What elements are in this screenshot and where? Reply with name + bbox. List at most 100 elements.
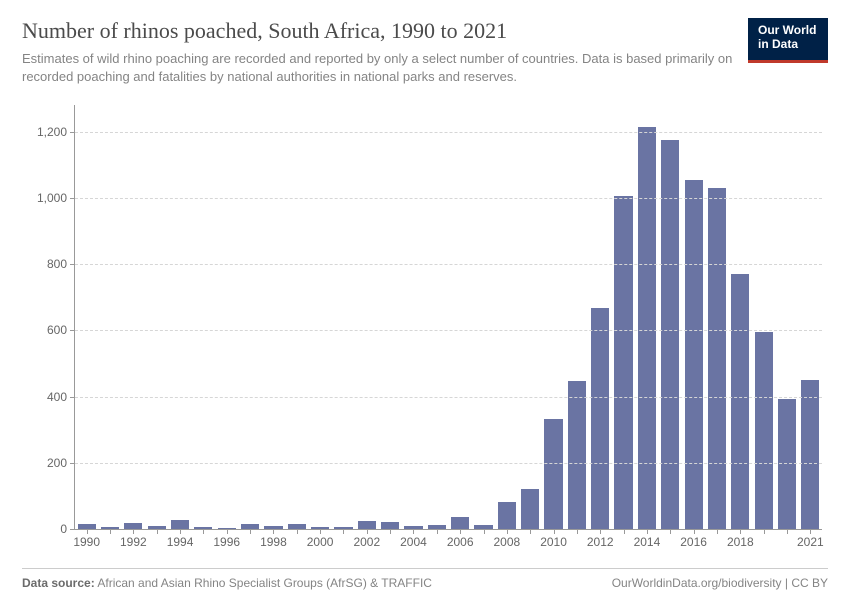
y-axis-label: 1,000 xyxy=(37,191,75,205)
x-axis-label: 2016 xyxy=(680,529,707,549)
y-axis-label: 400 xyxy=(47,390,75,404)
bar xyxy=(521,489,539,529)
x-tick xyxy=(157,529,158,534)
bar xyxy=(614,196,632,529)
bar-slot xyxy=(472,105,495,529)
bar-slot: 1990 xyxy=(75,105,98,529)
bar xyxy=(685,180,703,529)
bar-slot xyxy=(285,105,308,529)
grid-line xyxy=(75,330,822,331)
bar xyxy=(731,274,749,529)
y-axis-label: 1,200 xyxy=(37,125,75,139)
bar-slot xyxy=(98,105,121,529)
bar-slot xyxy=(192,105,215,529)
source-label: Data source: xyxy=(22,576,95,590)
x-axis-label: 2006 xyxy=(447,529,474,549)
x-axis-label: 1994 xyxy=(167,529,194,549)
x-axis-label: 2000 xyxy=(307,529,334,549)
bar xyxy=(451,517,469,529)
bar-slot: 2006 xyxy=(449,105,472,529)
x-axis-label: 2004 xyxy=(400,529,427,549)
x-tick xyxy=(110,529,111,534)
bar xyxy=(171,520,189,529)
x-tick xyxy=(203,529,204,534)
bar-slot: 2004 xyxy=(402,105,425,529)
x-axis-label: 2018 xyxy=(727,529,754,549)
bar xyxy=(568,381,586,529)
x-tick xyxy=(624,529,625,534)
bar-slot xyxy=(775,105,798,529)
x-axis-label: 2010 xyxy=(540,529,567,549)
x-tick xyxy=(250,529,251,534)
bar-slot xyxy=(565,105,588,529)
x-axis-label: 2014 xyxy=(634,529,661,549)
bar-slot xyxy=(378,105,401,529)
bar xyxy=(591,308,609,529)
chart-subtitle: Estimates of wild rhino poaching are rec… xyxy=(22,50,738,85)
x-tick xyxy=(297,529,298,534)
x-tick xyxy=(343,529,344,534)
x-axis-label: 2002 xyxy=(353,529,380,549)
bar xyxy=(638,127,656,529)
bar-slot: 1998 xyxy=(262,105,285,529)
logo-line2: in Data xyxy=(758,38,818,52)
bar xyxy=(755,332,773,529)
bar-slot: 1992 xyxy=(122,105,145,529)
logo-line1: Our World xyxy=(758,24,818,38)
bar-container: 1990199219941996199820002002200420062008… xyxy=(75,105,822,529)
chart-area: 1990 1992 1994 1996 1998 2000 2002 2004 2006 2008… xyxy=(22,105,828,552)
bar-slot: 2014 xyxy=(635,105,658,529)
bar-slot: 2018 xyxy=(729,105,752,529)
bar-slot xyxy=(612,105,635,529)
x-tick xyxy=(530,529,531,534)
bar-slot: 2000 xyxy=(308,105,331,529)
footer: Data source: African and Asian Rhino Spe… xyxy=(22,568,828,590)
grid-line xyxy=(75,397,822,398)
bar-slot: 2021 xyxy=(799,105,822,529)
grid-line xyxy=(75,198,822,199)
bar-slot xyxy=(659,105,682,529)
x-axis-label: 2012 xyxy=(587,529,614,549)
chart-title: Number of rhinos poached, South Africa, … xyxy=(22,18,738,44)
bar xyxy=(358,521,376,529)
x-axis-label: 1998 xyxy=(260,529,287,549)
attribution: OurWorldinData.org/biodiversity | CC BY xyxy=(612,576,828,590)
x-axis-label: 1992 xyxy=(120,529,147,549)
plot-region: 1990199219941996199820002002200420062008… xyxy=(74,105,822,530)
x-axis-label: 1990 xyxy=(73,529,100,549)
x-tick xyxy=(670,529,671,534)
x-tick xyxy=(717,529,718,534)
grid-line xyxy=(75,264,822,265)
bar xyxy=(381,522,399,529)
bar xyxy=(498,502,516,529)
y-axis-label: 800 xyxy=(47,257,75,271)
bar-slot xyxy=(752,105,775,529)
bar-slot: 1994 xyxy=(168,105,191,529)
x-axis-label: 2021 xyxy=(797,529,824,549)
y-axis-label: 600 xyxy=(47,323,75,337)
bar-slot xyxy=(705,105,728,529)
x-tick xyxy=(787,529,788,534)
bar-slot: 1996 xyxy=(215,105,238,529)
bar-slot xyxy=(332,105,355,529)
grid-line xyxy=(75,463,822,464)
bar-slot xyxy=(145,105,168,529)
bar xyxy=(708,188,726,529)
bar xyxy=(778,399,796,530)
x-tick xyxy=(484,529,485,534)
bar-slot: 2016 xyxy=(682,105,705,529)
bar-slot xyxy=(519,105,542,529)
bar-slot xyxy=(425,105,448,529)
x-tick xyxy=(764,529,765,534)
x-axis-label: 1996 xyxy=(213,529,240,549)
bar-slot: 2010 xyxy=(542,105,565,529)
x-tick xyxy=(437,529,438,534)
bar xyxy=(544,419,562,529)
bar xyxy=(801,380,819,529)
bar-slot xyxy=(238,105,261,529)
grid-line xyxy=(75,132,822,133)
x-axis-label: 2008 xyxy=(494,529,521,549)
source-text: African and Asian Rhino Specialist Group… xyxy=(97,576,432,590)
bar-slot: 2008 xyxy=(495,105,518,529)
y-axis-label: 0 xyxy=(60,522,75,536)
